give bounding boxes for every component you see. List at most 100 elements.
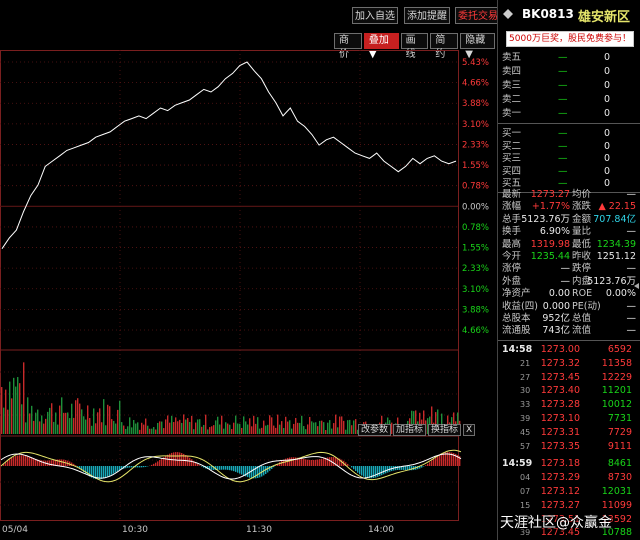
stat-value: 0.00% xyxy=(605,288,636,300)
y-tick-label: 2.33% xyxy=(462,264,489,274)
buy-level: 买五 — 0 xyxy=(502,178,636,190)
stat-row: 流通股 743亿 流值 — xyxy=(502,325,636,337)
tab-2[interactable]: 画线 xyxy=(400,33,429,60)
stat-value: 0.000 xyxy=(542,300,570,312)
buy-level: 买四 — 0 xyxy=(502,166,636,178)
stat-label: 流通股 xyxy=(502,325,531,337)
up-arrow-icon xyxy=(503,9,513,14)
tab-4[interactable]: 隐藏▼ xyxy=(460,33,495,60)
tab-0[interactable]: 商价 xyxy=(334,33,362,60)
stat-value: — xyxy=(626,189,637,200)
y-tick-label: 5.43% xyxy=(462,58,489,68)
stat-label: 总值 xyxy=(572,313,592,324)
indicator-tab-3[interactable]: X xyxy=(463,424,476,436)
sell-level: 卖二 — 0 xyxy=(502,94,636,106)
stat-row: 今开 1235.44 昨收 1251.12 xyxy=(502,251,636,263)
buy-level-price: — xyxy=(558,165,568,177)
stat-value: 743亿 xyxy=(542,325,570,337)
indicator-toolbar: 改参数 加指标 换指标 X xyxy=(358,424,477,436)
tick-volume: 12031 xyxy=(601,486,632,497)
stat-label: 最高 xyxy=(502,238,522,250)
tick-row: 15 1273.27 11099 xyxy=(502,500,636,512)
y-tick-label: 0.78% xyxy=(462,182,489,192)
tab-1[interactable]: 叠加▼ xyxy=(363,33,399,60)
tick-row: 39 1273.45 10788 xyxy=(502,527,636,539)
sell-level: 卖五 — 0 xyxy=(502,52,636,64)
sell-level-price: — xyxy=(558,66,568,77)
tick-price: 1273.32 xyxy=(540,357,580,369)
stock-code: BK0813 xyxy=(522,7,574,21)
y-tick-label: 4.66% xyxy=(462,326,489,336)
tick-volume: 11201 xyxy=(601,385,632,397)
stat-value: — xyxy=(626,226,637,238)
indicator-tab-1[interactable]: 加指标 xyxy=(393,424,427,436)
tick-row: 27 1273.51 13592 xyxy=(502,514,636,526)
stat-row: 涨停 — 跌停 — xyxy=(502,263,636,275)
buy-level: 买一 — 0 xyxy=(502,128,636,140)
tick-price: 1273.10 xyxy=(540,413,580,424)
buy-level-label: 买二 xyxy=(502,140,522,152)
tick-price: 1273.40 xyxy=(540,385,580,397)
buy-level-label: 买一 xyxy=(502,128,522,139)
stat-label: 流值 xyxy=(572,325,592,337)
stat-value: 0.00 xyxy=(548,288,570,300)
tab-3[interactable]: 简约 xyxy=(430,33,459,60)
stat-row: 净资产 0.00 ROE 0.00% xyxy=(502,288,636,300)
sell-level-label: 卖五 xyxy=(502,52,522,63)
indicator-tab-0[interactable]: 改参数 xyxy=(358,424,392,436)
stat-label: 总股本 xyxy=(502,313,531,324)
tick-time: 27 xyxy=(520,372,531,382)
watermark: 天涯社区@众赢金 xyxy=(500,515,612,531)
sell-level: 卖四 — 0 xyxy=(502,66,636,78)
tick-price: 1273.35 xyxy=(540,440,580,452)
tick-row: 07 1273.12 12031 xyxy=(502,486,636,498)
tick-row: 33 1273.28 10012 xyxy=(502,399,636,411)
tick-row: 21 1273.32 11358 xyxy=(502,358,636,370)
stat-label: 涨跌 xyxy=(572,201,592,213)
tick-row: 45 1273.31 7729 xyxy=(502,427,636,439)
down-arrow-icon xyxy=(503,14,513,19)
collapse-arrow-icon[interactable] xyxy=(634,283,639,289)
sell-level-price: — xyxy=(558,108,568,119)
stat-label: 总手 xyxy=(502,213,522,225)
stat-label: 昨收 xyxy=(572,251,592,262)
buy-level-label: 买五 xyxy=(502,178,522,189)
y-tick-label: 1.55% xyxy=(462,161,489,171)
ad-banner[interactable]: 5000万巨奖，股民免费参与！ xyxy=(506,31,634,47)
tick-volume: 10012 xyxy=(601,399,632,411)
price-chart: 5.43% 4.66% 3.88% 3.10% 2.33% 1.55% 0.78% 0.00%… xyxy=(0,50,489,535)
stat-label: 跌停 xyxy=(572,263,592,275)
chart-toolbar: 商价 叠加▼ 画线 简约 隐藏▼ xyxy=(334,33,497,60)
add-alert-button[interactable]: 添加提醒 xyxy=(404,7,450,24)
sell-level-label: 卖一 xyxy=(502,108,522,119)
sell-level-volume: 0 xyxy=(603,80,610,91)
tick-volume: 7729 xyxy=(607,426,632,438)
y-tick-label: 4.66% xyxy=(462,79,489,89)
y-tick-label: 2.33% xyxy=(462,140,489,150)
stat-value: 1234.39 xyxy=(596,238,636,250)
add-watchlist-button[interactable]: 加入自选 xyxy=(352,7,398,24)
x-tick-label: 14:00 xyxy=(368,525,394,535)
x-tick-label: 10:30 xyxy=(122,525,148,535)
stat-label: 最低 xyxy=(572,238,592,250)
nav-icons[interactable] xyxy=(502,8,514,20)
tick-row: 14:59 1273.18 8461 xyxy=(502,458,636,470)
buy-level-volume: 0 xyxy=(603,165,610,177)
tick-time: 14:58 xyxy=(502,344,533,355)
tick-volume: 12229 xyxy=(601,371,632,383)
stat-row: 收益(四) 0.000 PE(动) — xyxy=(502,301,636,313)
price-line xyxy=(1,61,457,249)
buy-level-price: — xyxy=(558,128,568,139)
tick-volume: 11358 xyxy=(601,357,632,369)
stat-value: 1251.12 xyxy=(596,251,636,262)
tick-price: 1273.29 xyxy=(540,472,580,484)
stat-label: 净资产 xyxy=(502,288,531,300)
tick-price: 1273.28 xyxy=(540,399,580,411)
buy-level-volume: 0 xyxy=(603,128,610,139)
tick-row: 04 1273.29 8730 xyxy=(502,472,636,484)
stat-row: 总手 5123.76万 金额 707.84亿 xyxy=(502,214,636,226)
stat-row: 换手 6.90% 量比 — xyxy=(502,226,636,238)
tick-time: 04 xyxy=(520,473,531,483)
indicator-tab-2[interactable]: 换指标 xyxy=(428,424,462,436)
tick-time: 57 xyxy=(520,441,531,451)
